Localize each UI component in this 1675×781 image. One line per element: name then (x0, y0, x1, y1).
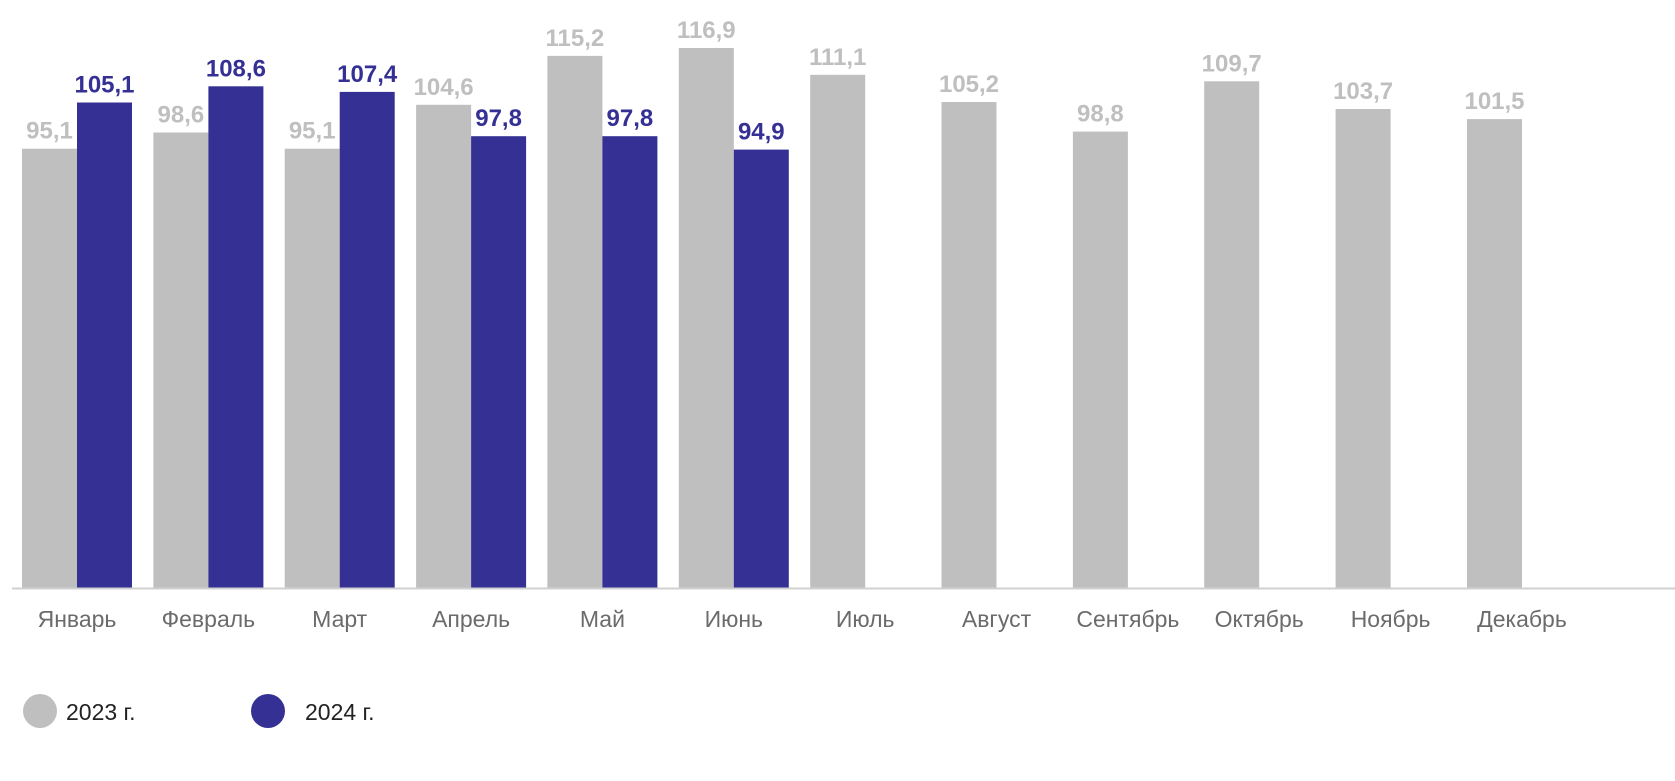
data-label-2023-4: 104,6 (414, 74, 474, 101)
legend-marker-2024 (251, 694, 285, 728)
data-label-2023-12: 101,5 (1464, 88, 1524, 115)
x-tick-label: Сентябрь (1076, 606, 1179, 632)
x-tick-label: Октябрь (1215, 606, 1304, 632)
bar-2023-9 (1072, 131, 1128, 588)
legend-marker-2023 (23, 694, 57, 728)
bar-2024-5 (602, 136, 658, 588)
bar-2023-10 (1204, 81, 1260, 589)
data-label-2023-6: 116,9 (677, 17, 736, 44)
bar-2023-7 (810, 74, 866, 589)
legend-label-2024: 2024 г. (305, 699, 375, 725)
x-tick-label: Июль (836, 606, 895, 632)
legend-label-2023: 2023 г. (66, 699, 136, 725)
bar-2023-2 (153, 132, 209, 588)
bar-2023-4 (416, 104, 472, 589)
data-label-2024-2: 108,6 (206, 55, 266, 82)
bar-2023-12 (1467, 119, 1522, 588)
bar-2024-3 (339, 91, 395, 589)
x-tick-label: Ноябрь (1351, 606, 1431, 632)
x-tick-label: Июнь (705, 606, 763, 632)
data-label-2023-9: 98,8 (1077, 101, 1124, 128)
x-tick-label: Март (312, 606, 367, 632)
data-label-2023-8: 105,2 (939, 71, 999, 98)
data-label-2024-6: 94,9 (738, 119, 785, 146)
bar-2023-3 (284, 148, 340, 588)
data-label-2023-3: 95,1 (289, 118, 336, 145)
data-label-2023-11: 103,7 (1333, 78, 1393, 105)
data-label-2023-7: 111,1 (809, 44, 866, 71)
bar-2023-8 (941, 102, 997, 588)
data-label-2024-3: 107,4 (337, 61, 398, 88)
data-label-2024-4: 97,8 (475, 105, 522, 132)
bar-2024-4 (471, 136, 527, 588)
x-tick-label: Апрель (432, 606, 510, 632)
x-tick-label: Май (580, 606, 625, 632)
bar-2023-6 (678, 48, 734, 588)
bar-2023-5 (547, 55, 603, 588)
data-label-2023-5: 115,2 (546, 25, 605, 52)
bar-2024-6 (733, 149, 789, 588)
data-label-2024-1: 105,1 (74, 72, 134, 99)
data-label-2023-10: 109,7 (1202, 50, 1262, 77)
x-tick-label: Декабрь (1477, 606, 1567, 632)
x-tick-label: Январь (38, 606, 117, 632)
data-label-2023-2: 98,6 (158, 102, 205, 129)
bar-2023-11 (1335, 109, 1391, 588)
x-tick-label: Август (962, 606, 1032, 632)
data-label-2024-5: 97,8 (607, 105, 654, 132)
bar-2023-1 (22, 148, 77, 588)
bar-2024-1 (77, 102, 132, 588)
data-label-2023-1: 95,1 (26, 118, 73, 145)
x-tick-label: Февраль (162, 606, 255, 632)
bar-2024-2 (208, 86, 264, 589)
